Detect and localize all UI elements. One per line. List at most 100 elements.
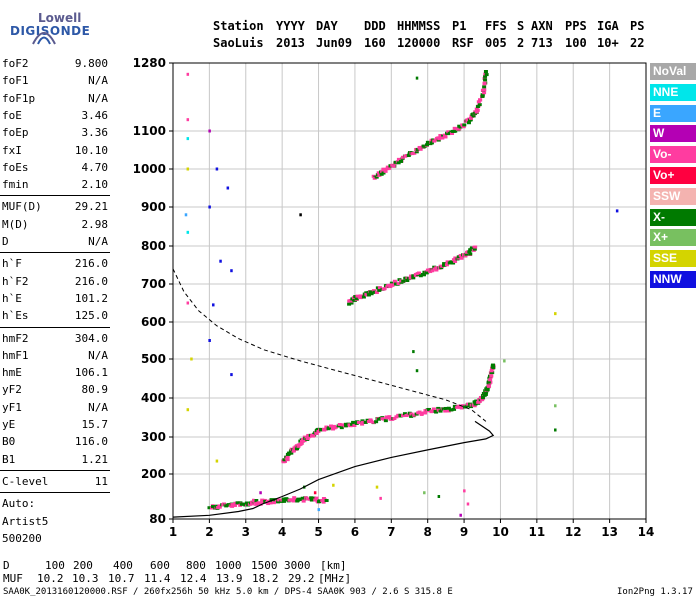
muf-value: 12.4 [180, 572, 207, 585]
echo-point [371, 420, 376, 424]
param-value: 106.1 [74, 366, 108, 380]
echo-point [297, 443, 302, 447]
echo-point [425, 270, 430, 274]
echo-point [416, 271, 421, 275]
echo-point [463, 254, 468, 258]
echo-point-scatter [230, 373, 233, 377]
echo-point [374, 175, 379, 179]
echo-point [300, 496, 305, 500]
autoscale-info: 500200 [2, 531, 42, 545]
y-tick-label: 1100 [133, 124, 166, 138]
distance-value: 1500 [251, 559, 278, 572]
echo-point [423, 411, 428, 415]
echo-point [377, 288, 382, 292]
echo-point [388, 285, 393, 289]
muf-unit: [MHz] [318, 572, 352, 585]
legend-item-w: W [650, 125, 696, 143]
echo-point [299, 441, 304, 445]
header-value-6: 005 [485, 36, 507, 50]
echo-point [394, 415, 399, 419]
echo-point [450, 131, 455, 135]
param-name: yF2 [2, 383, 22, 397]
echo-point [489, 374, 494, 378]
echo-point-scatter [412, 350, 415, 354]
echo-point [421, 273, 426, 277]
echo-point [438, 134, 443, 138]
echo-point [402, 412, 407, 416]
echo-point [411, 276, 416, 280]
echo-point-scatter [208, 129, 211, 133]
echo-point [401, 414, 406, 418]
param-row: yE 15.7 [2, 416, 108, 433]
divider [0, 326, 110, 328]
param-row: B1 1.21 [2, 451, 108, 468]
echo-point [324, 425, 329, 429]
param-name: fxI [2, 143, 22, 157]
file-info: SAA0K_2013160120000.RSF / 260fx256h 50 k… [3, 587, 453, 597]
param-row: foF1p N/A [2, 90, 108, 107]
echo-point [364, 292, 369, 296]
echo-point [376, 171, 381, 175]
echo-point [480, 398, 485, 402]
echo-point [472, 404, 477, 408]
echo-point [482, 85, 487, 89]
echo-point [282, 458, 287, 462]
header-value-2: Jun09 [316, 36, 353, 50]
echo-point [442, 262, 447, 266]
echo-point [473, 402, 478, 406]
header-value-1: 2013 [276, 36, 305, 50]
echo-point [458, 125, 463, 129]
echo-point [230, 504, 235, 508]
echo-point [486, 380, 491, 384]
echo-point [409, 274, 414, 278]
echo-point [422, 270, 427, 274]
echo-point [285, 457, 290, 461]
echo-point-scatter [186, 301, 190, 305]
legend-item-vo-: Vo+ [650, 167, 696, 184]
y-tick-label: 800 [141, 239, 166, 253]
echo-point-scatter [186, 408, 190, 412]
echo-point-scatter [215, 459, 219, 463]
echo-point [350, 422, 355, 426]
echo-point [217, 505, 222, 509]
echo-point [412, 413, 417, 417]
param-row: foE 3.46 [2, 107, 108, 124]
echo-point-scatter [423, 491, 426, 495]
echo-point [320, 498, 325, 502]
echo-point [406, 154, 411, 158]
param-name: hmF2 [2, 331, 29, 345]
echo-point [305, 437, 310, 441]
header-label-3: DDD [364, 19, 386, 33]
x-tick-label: 2 [205, 525, 213, 539]
y-tick-label: 600 [141, 315, 166, 329]
param-value: N/A [88, 348, 108, 362]
echo-point [446, 130, 451, 134]
distance-value: 600 [150, 559, 170, 572]
echo-point [314, 496, 319, 500]
legend-item-noval: NoVal [650, 63, 696, 80]
echo-point [457, 127, 462, 131]
echo-point [477, 103, 482, 107]
echo-point [425, 143, 430, 147]
echo-point [371, 289, 376, 293]
header-label-5: P1 [452, 19, 467, 33]
echo-point [431, 407, 436, 411]
version-label: Ion2Png 1.3.17 [617, 587, 693, 597]
echo-point [266, 502, 271, 506]
echo-point [466, 121, 471, 125]
x-tick-label: 7 [387, 525, 395, 539]
echo-point [386, 283, 391, 287]
muf-value: 13.9 [216, 572, 243, 585]
y-tick-label: 300 [141, 430, 166, 444]
legend-item-e: E [650, 104, 696, 122]
echo-point [478, 98, 483, 102]
echo-point [302, 439, 307, 443]
param-name: M(D) [2, 217, 29, 231]
legend-item-nne: NNE [650, 83, 696, 101]
param-value: 2.98 [81, 217, 109, 231]
echo-point [309, 496, 314, 500]
echo-point [480, 93, 485, 97]
header-label-2: DAY [316, 19, 338, 33]
param-row: foEp 3.36 [2, 124, 108, 141]
distance-value: 200 [73, 559, 93, 572]
